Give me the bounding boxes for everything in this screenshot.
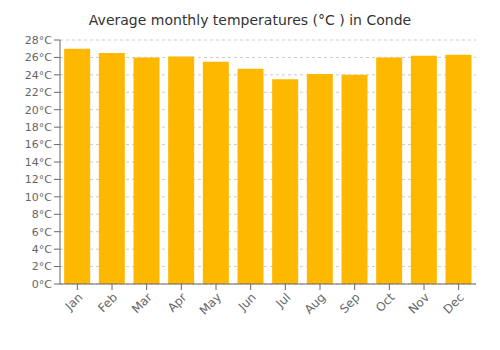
svg-text:Oct: Oct [373, 290, 398, 315]
svg-text:14°C: 14°C [25, 156, 52, 169]
svg-text:Mar: Mar [129, 290, 155, 316]
svg-text:Jul: Jul [273, 290, 294, 311]
svg-text:10°C: 10°C [25, 191, 52, 204]
svg-text:8°C: 8°C [32, 208, 52, 221]
svg-text:12°C: 12°C [25, 173, 52, 186]
svg-text:24°C: 24°C [25, 69, 52, 82]
html-text:Average monthly temperatures (: Average monthly temperatures (°C ) in Co… [88, 12, 412, 28]
svg-text:26°C: 26°C [25, 51, 52, 64]
svg-text:2°C: 2°C [32, 260, 52, 273]
svg-text:6°C: 6°C [32, 226, 52, 239]
svg-text:28°C: 28°C [25, 34, 52, 47]
svg-text:0°C: 0°C [32, 278, 52, 291]
svg-text:Jan: Jan [62, 290, 86, 314]
svg-text:18°C: 18°C [25, 121, 52, 134]
svg-text:4°C: 4°C [32, 243, 52, 256]
svg-text:22°C: 22°C [25, 86, 52, 99]
svg-text:Jun: Jun [235, 290, 259, 314]
svg-text:Nov: Nov [406, 290, 432, 316]
svg-text:Feb: Feb [95, 290, 120, 315]
svg-text:Sep: Sep [337, 290, 363, 316]
svg-text:May: May [197, 290, 224, 317]
svg-text:Apr: Apr [165, 290, 190, 315]
svg-text:Aug: Aug [302, 290, 328, 316]
svg-text:16°C: 16°C [25, 138, 52, 151]
svg-text:20°C: 20°C [25, 104, 52, 117]
svg-text:Dec: Dec [440, 290, 466, 316]
